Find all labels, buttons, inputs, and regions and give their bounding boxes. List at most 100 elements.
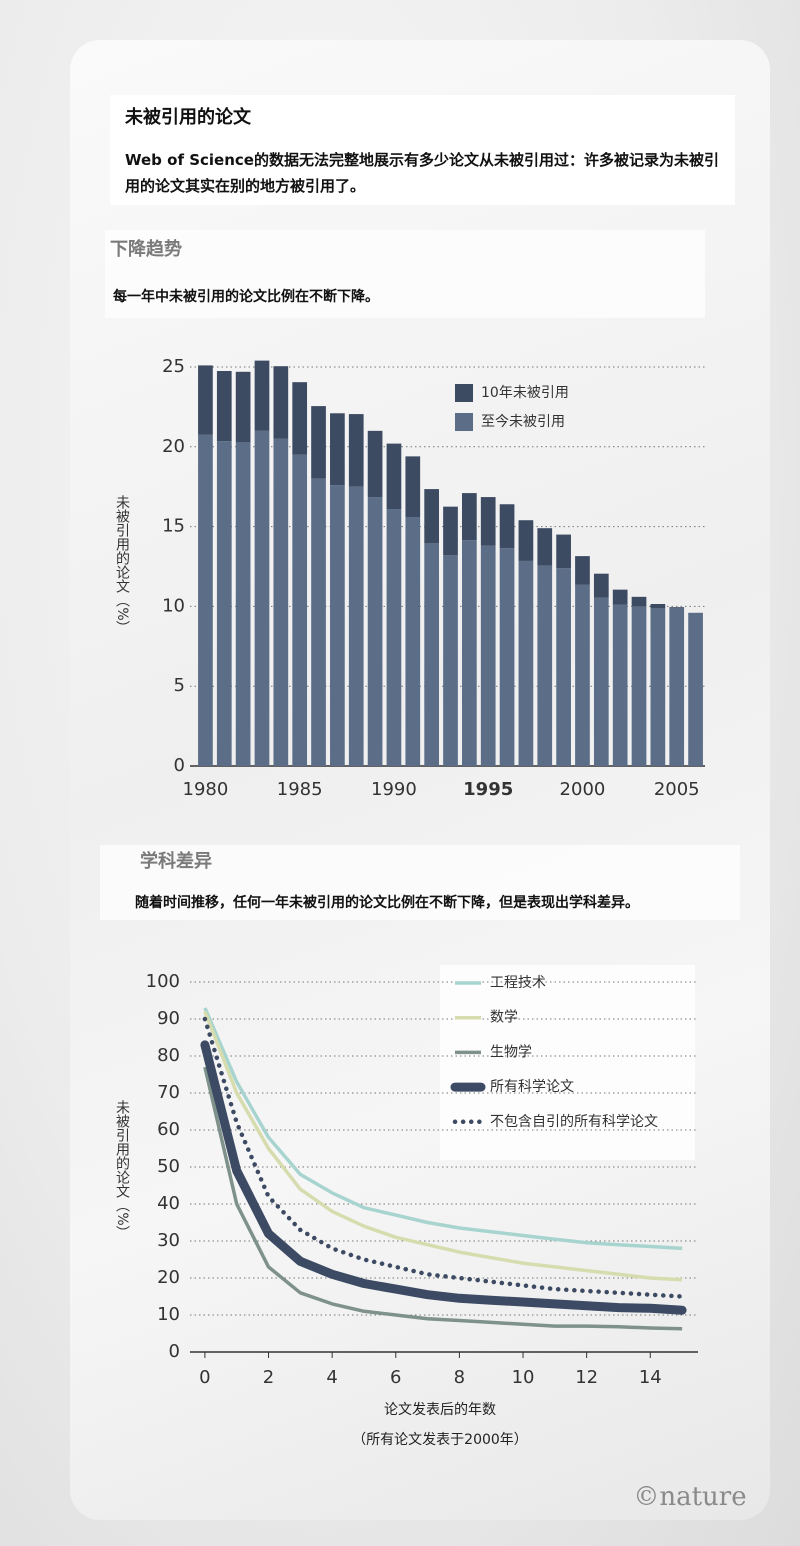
y-tick-label: 90 <box>157 1008 180 1029</box>
bar-segment <box>198 365 213 435</box>
bar-segment <box>405 456 421 518</box>
note: （所有论文发表于2000年） <box>352 1432 528 1448</box>
y-tick-label: 25 <box>162 356 185 377</box>
x-tick-label: 12 <box>575 1367 598 1388</box>
y-tick-label: 15 <box>162 516 185 537</box>
bar-segment <box>254 430 270 766</box>
bar-segment <box>348 486 364 766</box>
legend-panel <box>440 965 695 1160</box>
x-axis-label: 论文发表后的年数 <box>384 1402 496 1418</box>
legend-swatch <box>455 384 473 402</box>
x-tick-label: 1985 <box>277 779 323 800</box>
line-series <box>202 1016 685 1299</box>
legend-label: 不包含自引的所有科学论文 <box>490 1114 658 1130</box>
subtitle-panel <box>105 230 705 318</box>
x-tick-label: 10 <box>512 1367 535 1388</box>
x-tick-label: 2005 <box>654 779 700 800</box>
x-tick-label: 8 <box>454 1367 465 1388</box>
header: 未被引用的论文 Web of Science的数据无法完整地展示有多少论文从未被… <box>110 95 735 205</box>
y-tick-label: 10 <box>157 1304 180 1325</box>
bar-segment <box>273 438 289 766</box>
bar-segment <box>518 520 534 561</box>
x-tick-label: 2000 <box>560 779 606 800</box>
y-tick-label: 50 <box>157 1156 180 1177</box>
bar-segment <box>216 441 232 766</box>
y-tick-label: 0 <box>169 1341 180 1362</box>
bar-segment <box>612 589 628 605</box>
chart-subtitle: 随着时间推移，任何一年未被引用的论文比例在不断下降，但是表现出学科差异。 <box>135 894 639 911</box>
bar-segment <box>330 485 345 766</box>
legend-swatch <box>455 413 473 431</box>
y-tick-label: 70 <box>157 1082 180 1103</box>
x-tick-label: 1995 <box>463 779 513 800</box>
legend-label: 10年未被引用 <box>481 385 569 401</box>
y-tick-label: 80 <box>157 1045 180 1066</box>
bar-segment <box>348 414 364 487</box>
bar-segment <box>480 545 496 766</box>
legend-label: 生物学 <box>490 1044 532 1060</box>
line-series <box>203 1066 683 1331</box>
chart-title: 学科差异 <box>140 850 212 872</box>
bar-segment <box>386 509 402 766</box>
bar-segment <box>367 497 383 766</box>
bar-segment <box>443 555 458 766</box>
x-tick-label: 0 <box>199 1367 210 1388</box>
legend-label: 数学 <box>490 1010 518 1026</box>
y-tick-label: 60 <box>157 1119 180 1140</box>
chart-title: 下降趋势 <box>110 238 182 260</box>
bar-segment <box>198 434 213 766</box>
y-tick-label: 20 <box>157 1267 180 1288</box>
y-tick-label: 5 <box>174 675 185 696</box>
bar-segment <box>669 607 685 766</box>
y-axis-label: 未被引用的论文（%） <box>114 495 130 634</box>
bar-segment <box>650 607 666 766</box>
x-tick-label: 1990 <box>371 779 417 800</box>
bar-segment <box>367 430 383 498</box>
bar-segment <box>461 540 477 766</box>
bar-segment <box>311 478 326 766</box>
bar-segment <box>311 406 326 479</box>
line-series <box>203 1007 683 1251</box>
chart-subtitle: 每一年中未被引用的论文比例在不断下降。 <box>113 288 379 305</box>
bar-segment <box>612 604 628 766</box>
bar-segment <box>424 543 440 766</box>
bar-segment <box>254 360 270 431</box>
y-tick-label: 40 <box>157 1193 180 1214</box>
bar-segment <box>631 596 647 607</box>
x-tick-label: 2 <box>263 1367 274 1388</box>
bar-segment <box>556 534 571 569</box>
x-tick-label: 6 <box>390 1367 401 1388</box>
bar-segment <box>443 506 458 556</box>
x-tick-label: 14 <box>639 1367 662 1388</box>
legend-label: 至今未被引用 <box>481 414 565 430</box>
bar-segment <box>575 584 590 766</box>
y-axis-label: 未被引用的论文（%） <box>114 1100 130 1239</box>
y-tick-label: 10 <box>162 595 185 616</box>
header-title: 未被引用的论文 <box>125 107 251 128</box>
bar-segment <box>537 528 553 566</box>
bar-segment <box>424 489 440 544</box>
bar-segment <box>235 442 251 766</box>
bar-segment <box>518 560 534 766</box>
y-tick-label: 20 <box>162 436 185 457</box>
bar-segment <box>631 606 647 766</box>
bar-segment <box>593 597 609 766</box>
bar-segment <box>688 612 703 766</box>
bar-segment <box>593 573 609 598</box>
bar-segment <box>556 568 571 766</box>
y-tick-label: 100 <box>146 971 180 992</box>
subtitle-panel <box>100 845 740 920</box>
bar-segment <box>292 382 308 455</box>
bar-segment <box>273 366 289 439</box>
credit: ©nature <box>633 1482 746 1512</box>
bar-segment <box>235 371 251 443</box>
bar-segment <box>537 565 553 766</box>
bar-segment <box>461 493 477 541</box>
y-tick-label: 0 <box>174 755 185 776</box>
bar-segment <box>405 517 421 766</box>
bar-segment <box>386 443 402 510</box>
bar-segment <box>650 604 666 608</box>
y-tick-label: 30 <box>157 1230 180 1251</box>
